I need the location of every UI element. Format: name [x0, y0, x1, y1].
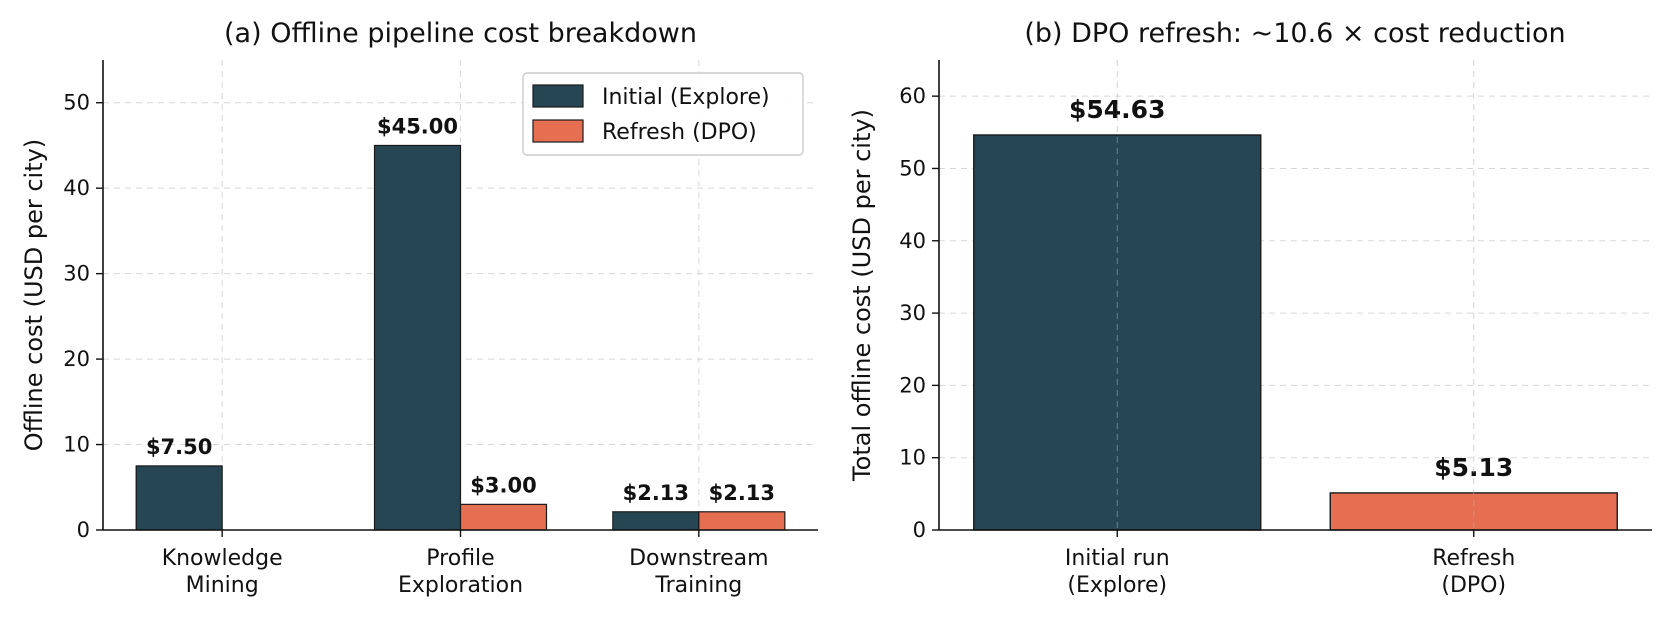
b-y-tick-label: 10: [899, 446, 926, 470]
a-category-label: Knowledge: [162, 546, 283, 571]
a-category-label: Training: [654, 573, 742, 598]
a-category-label: Profile: [426, 546, 494, 571]
a-data-label: $45.00: [377, 114, 458, 138]
b-chart-title: (b) DPO refresh: ~10.6 × cost reduction: [1024, 18, 1565, 49]
b-category-label: Refresh: [1432, 546, 1515, 571]
a-legend-label: Initial (Explore): [602, 85, 770, 110]
b-y-tick-label: 50: [899, 156, 926, 180]
chart-a-offline-pipeline-cost: $7.50 $45.00 $2.13 $3.00 $2.13 0 10 20 30 40 50 Kno…: [20, 18, 818, 598]
a-y-tick-label: 20: [63, 347, 90, 371]
a-bar-initial: [373, 144, 462, 531]
a-bar-refresh: [459, 503, 548, 531]
b-y-tick-label: 60: [899, 84, 926, 108]
a-y-tick-label: 40: [63, 176, 90, 200]
a-bar-initial: [135, 465, 223, 531]
b-bar: [973, 134, 1262, 531]
a-y-axis-label: Offline cost (USD per city): [20, 139, 48, 451]
a-category-label: Downstream: [629, 546, 768, 571]
b-category-label: (Explore): [1067, 573, 1167, 598]
a-data-label: $3.00: [470, 473, 536, 497]
a-legend-swatch: [532, 84, 584, 108]
b-y-tick-label: 20: [899, 373, 926, 397]
b-y-tick-label: 40: [899, 229, 926, 253]
b-y-tick-label: 30: [899, 301, 926, 325]
a-bar-initial: [612, 511, 700, 531]
a-bar-refresh: [698, 511, 786, 531]
a-category-label: Exploration: [398, 573, 523, 598]
b-y-axis-label: Total offline cost (USD per city): [848, 109, 876, 482]
a-data-label: $2.13: [709, 481, 775, 505]
b-category-label: (DPO): [1441, 573, 1506, 598]
a-category-label: Mining: [186, 573, 259, 598]
a-y-tick-label: 0: [77, 518, 90, 542]
b-category-label: Initial run: [1065, 546, 1170, 571]
a-y-tick-label: 30: [63, 262, 90, 286]
a-y-tick-label: 50: [63, 91, 90, 115]
a-legend-label: Refresh (DPO): [602, 120, 757, 145]
a-data-label: $2.13: [623, 481, 689, 505]
a-y-tick-label: 10: [63, 433, 90, 457]
a-legend-box: [522, 72, 804, 156]
a-legend-swatch: [532, 119, 584, 143]
a-chart-title: (a) Offline pipeline cost breakdown: [224, 18, 697, 49]
b-y-tick-label: 0: [913, 518, 926, 542]
a-data-label: $7.50: [146, 435, 212, 459]
